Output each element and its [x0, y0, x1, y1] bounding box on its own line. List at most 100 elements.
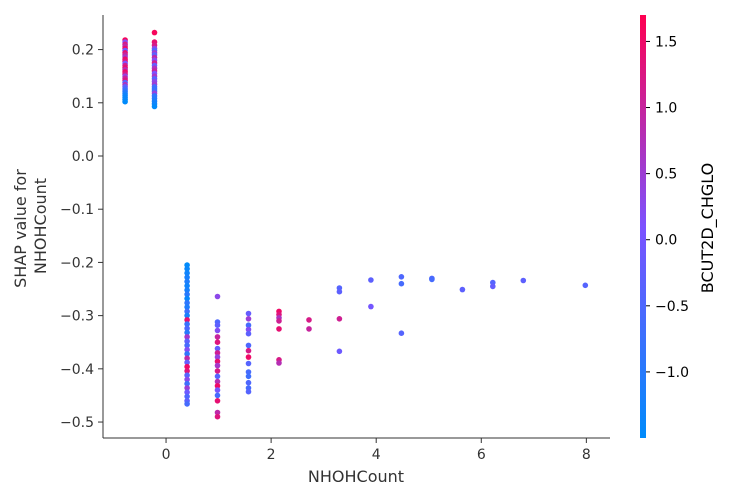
data-point-139 [368, 303, 374, 310]
data-point-98 [214, 350, 221, 356]
data-point-96 [214, 339, 221, 346]
data-point-80 [184, 359, 190, 366]
y-tick-label-1: 0.1 [72, 96, 94, 112]
colorbar-tick-4: −0.5 [646, 299, 689, 315]
y-tick-label-2: 0.0 [72, 149, 94, 165]
y-tick-label-0: 0.2 [72, 43, 94, 59]
y-tick-label-4: −0.2 [60, 255, 94, 271]
x-axis-ticks: 0 2 4 6 8 [162, 438, 591, 463]
colorbar-tick-5: −1.0 [646, 365, 689, 381]
data-point-60 [184, 274, 190, 281]
data-point-129 [276, 326, 282, 332]
data-point-58 [184, 266, 190, 272]
data-point-118 [245, 354, 252, 360]
data-point-120 [245, 369, 252, 375]
y-axis-ticks: 0.2 0.1 0.0 −0.1 −0.2 −0.3 −0.4 −0.5 [60, 43, 103, 431]
data-point-73 [184, 329, 190, 336]
data-point-113 [245, 322, 252, 329]
data-point-66 [184, 300, 190, 306]
data-point-61 [184, 278, 190, 285]
data-point-122 [245, 379, 252, 386]
data-point-145 [459, 286, 466, 293]
x-tick-3: 6 [477, 438, 486, 463]
colorbar-tick-1: 1.0 [646, 101, 677, 117]
y-axis-label: SHAP value for NHOHCount [11, 164, 50, 288]
colorbar-tick-2: 0.5 [646, 167, 677, 183]
y-tick-3: −0.1 [60, 202, 103, 218]
x-tick-label-0: 0 [162, 447, 171, 463]
colorbar-tick-label-2: 0.5 [655, 167, 677, 183]
data-point-106 [214, 387, 221, 393]
data-point-81 [184, 363, 190, 370]
data-point-99 [214, 354, 221, 360]
data-point-90 [184, 401, 190, 407]
data-point-91 [214, 293, 221, 300]
data-point-110 [214, 413, 221, 420]
colorbar-tick-label-1: 1.0 [655, 101, 677, 117]
x-tick-label-2: 4 [372, 447, 381, 463]
data-point-140 [398, 274, 405, 280]
data-point-65 [184, 295, 190, 302]
data-point-144 [429, 276, 435, 283]
x-tick-label-1: 2 [267, 447, 276, 463]
data-point-77 [184, 346, 190, 353]
x-tick-1: 2 [267, 438, 276, 463]
y-tick-5: −0.3 [60, 309, 103, 325]
data-point-95 [214, 334, 221, 340]
colorbar [640, 15, 646, 438]
data-point-79 [184, 355, 190, 362]
data-point-87 [184, 389, 190, 396]
x-tick-0: 0 [162, 438, 171, 463]
x-tick-4: 8 [582, 438, 591, 463]
y-tick-0: 0.2 [72, 43, 103, 59]
data-point-132 [306, 317, 312, 323]
data-point-137 [336, 348, 343, 355]
data-point-71 [184, 321, 190, 327]
y-tick-label-3: −0.1 [60, 202, 94, 218]
x-tick-label-3: 6 [477, 447, 486, 463]
y-tick-label-6: −0.4 [60, 362, 94, 378]
colorbar-tick-label-4: −0.5 [655, 299, 689, 315]
data-point-121 [245, 373, 252, 380]
data-point-93 [214, 322, 221, 329]
data-point-88 [184, 393, 190, 400]
data-point-149 [582, 282, 589, 289]
data-point-135 [336, 288, 343, 295]
colorbar-tick-label-5: −1.0 [655, 365, 689, 381]
x-tick-label-4: 8 [582, 447, 591, 463]
data-point-72 [184, 325, 190, 332]
data-point-30 [151, 29, 158, 36]
data-point-68 [184, 308, 190, 315]
data-point-107 [214, 392, 221, 399]
data-point-148 [520, 277, 527, 284]
data-point-84 [184, 376, 190, 383]
colorbar-ticks: 1.5 1.0 0.5 0.0 −0.5 −1.0 [646, 34, 689, 381]
data-point-82 [184, 368, 190, 374]
data-point-64 [184, 291, 190, 298]
y-tick-6: −0.4 [60, 362, 103, 378]
data-point-101 [214, 362, 221, 369]
data-point-100 [214, 358, 221, 365]
y-tick-1: 0.1 [72, 96, 103, 112]
data-point-142 [398, 330, 405, 337]
y-tick-2: 0.0 [72, 149, 103, 165]
x-tick-2: 4 [372, 438, 381, 463]
scatter-points [122, 29, 589, 420]
data-point-86 [184, 385, 190, 391]
data-point-62 [184, 283, 190, 289]
data-point-124 [245, 388, 252, 395]
y-axis-label-line-2: NHOHCount [31, 178, 50, 274]
y-tick-4: −0.2 [60, 255, 103, 271]
data-point-115 [245, 330, 252, 337]
y-tick-label-5: −0.3 [60, 309, 94, 325]
data-point-83 [184, 372, 190, 379]
data-point-133 [306, 326, 312, 332]
data-point-76 [184, 342, 190, 349]
y-axis-label-line-1: SHAP value for [11, 169, 30, 288]
data-point-138 [368, 277, 374, 283]
data-point-131 [276, 360, 282, 366]
data-point-69 [184, 312, 190, 319]
colorbar-label: BCUT2D_CHGLO [698, 163, 718, 293]
data-point-108 [214, 398, 221, 404]
